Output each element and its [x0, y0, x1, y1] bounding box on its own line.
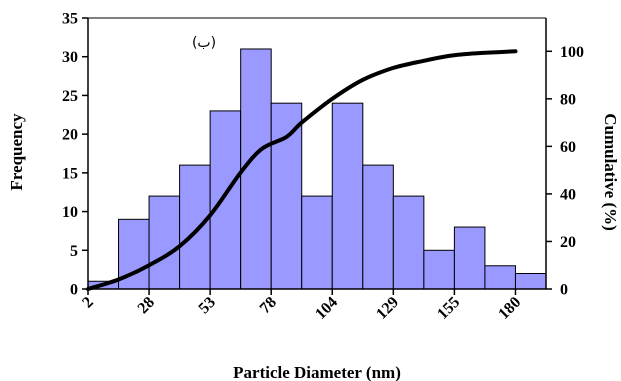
- x-tick-label: 78: [257, 294, 280, 317]
- histogram-bar: [148, 195, 181, 290]
- y-ticks: 0 5 10 15 20 25 30 35: [62, 11, 88, 299]
- x-ticks: 2 28 53 78 104 129 155 180: [79, 289, 524, 323]
- x-tick-label: 129: [373, 294, 402, 323]
- y2-tick-label: 60: [560, 139, 576, 156]
- y2-ticks: 0 20 40 60 80 100: [546, 44, 584, 299]
- x-tick-label: 155: [434, 294, 463, 323]
- y-tick-label: 5: [70, 243, 78, 260]
- y-tick-label: 10: [62, 204, 78, 221]
- histogram-bar: [362, 164, 394, 290]
- y2-axis-title: Cumulative (%): [601, 113, 620, 231]
- y2-tick-label: 20: [560, 234, 576, 251]
- histogram-bar: [484, 265, 516, 290]
- histogram-bar: [331, 102, 364, 290]
- x-tick-label: 2: [79, 294, 97, 312]
- y2-tick-label: 40: [560, 186, 576, 203]
- histogram-bar: [301, 195, 333, 290]
- x-axis-title: Particle Diameter (nm): [233, 363, 401, 381]
- histogram-bar: [392, 195, 425, 290]
- cumulative-line: [86, 49, 518, 291]
- histogram-bar: [423, 249, 455, 290]
- y-tick-label: 35: [62, 11, 78, 28]
- histogram-bar: [514, 273, 547, 290]
- y-tick-label: 20: [62, 127, 78, 144]
- x-tick-label: 180: [495, 294, 524, 323]
- histogram-bar: [179, 164, 211, 290]
- histogram-bar: [270, 102, 303, 290]
- y-tick-label: 15: [62, 165, 78, 182]
- y2-tick-label: 0: [560, 282, 568, 299]
- chart-annotation: (ب): [192, 35, 216, 51]
- x-tick-label: 28: [135, 294, 158, 317]
- histogram-bar: [209, 110, 242, 290]
- y-tick-label: 0: [70, 282, 78, 299]
- y-tick-label: 25: [62, 88, 78, 105]
- x-tick-label: 53: [196, 294, 219, 317]
- histogram-bar: [453, 226, 486, 290]
- histogram-bars: [87, 48, 547, 290]
- y-axis-title: Frequency: [7, 113, 26, 191]
- y2-tick-label: 80: [560, 91, 576, 108]
- x-tick-label: 104: [312, 294, 341, 323]
- y2-tick-label: 100: [560, 44, 584, 61]
- y-tick-label: 30: [62, 49, 78, 66]
